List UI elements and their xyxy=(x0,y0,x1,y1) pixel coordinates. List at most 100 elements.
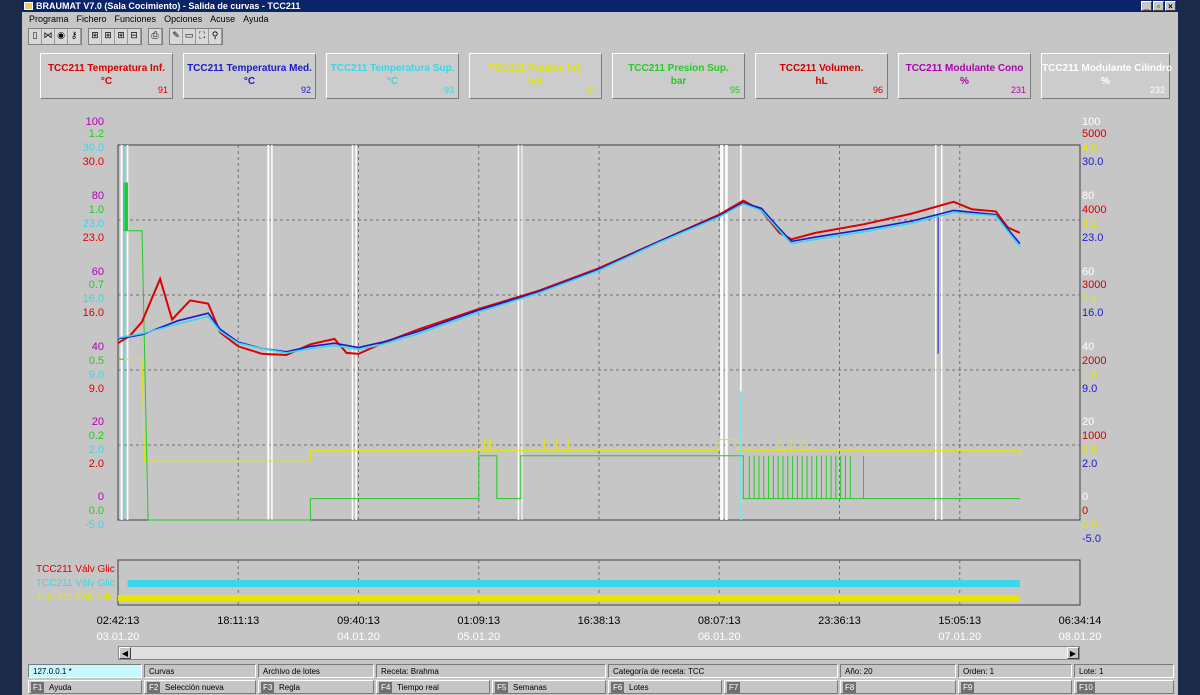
valve-bar-cyan xyxy=(127,580,1020,587)
white-artifacts xyxy=(120,145,943,520)
channel-unit: % xyxy=(960,76,969,87)
menu-acuse[interactable]: Acuse xyxy=(210,14,236,24)
right-axes: 100 80 60 40 20 0 5000 4000 3000 2000 1000 0 4.0 3.2 2… xyxy=(1082,116,1106,545)
minimize-button[interactable]: _ xyxy=(1141,1,1152,11)
channel-name: TCC211 Modulante Cilindro xyxy=(1042,63,1173,74)
scroll-left-arrow[interactable]: ◀ xyxy=(119,647,131,659)
grid-icon[interactable]: ⊞ xyxy=(115,28,128,44)
status-recipe: Receta: Brahma xyxy=(376,664,606,678)
channel-presion-inf[interactable]: TCC211 Presion Inf. bar 94 xyxy=(469,53,602,99)
channel-volumen[interactable]: TCC211 Volumen. hL 96 xyxy=(755,53,888,99)
right-axis-tick-label: 40 xyxy=(1082,341,1094,353)
channel-temperatura-inf[interactable]: TCC211 Temperatura Inf. °C 91 xyxy=(40,53,173,99)
f10-button[interactable]: F10 xyxy=(1074,680,1174,694)
record-icon[interactable]: ◉ xyxy=(55,28,68,44)
f4-key: F4 xyxy=(379,682,393,693)
channel-name: TCC211 Temperatura Sup. xyxy=(330,63,455,74)
f7-button[interactable]: F7 xyxy=(724,680,838,694)
channel-temperatura-med[interactable]: TCC211 Temperatura Med. °C 92 xyxy=(183,53,316,99)
channel-name: TCC211 Temperatura Inf. xyxy=(47,63,166,74)
f8-key: F8 xyxy=(843,682,857,693)
left-axis-tick-label: 40 xyxy=(92,341,104,353)
app-icon xyxy=(24,2,33,10)
f2-label: Selección nueva xyxy=(165,683,224,692)
document-icon[interactable]: ▯ xyxy=(29,28,42,44)
f4-button[interactable]: F4 Tiempo real xyxy=(376,680,490,694)
f9-button[interactable]: F9 xyxy=(958,680,1072,694)
valve-bar-label: TCC211 Válv Glic xyxy=(36,592,115,603)
right-axis-tick-label: 23.0 xyxy=(1082,232,1103,244)
print-icon[interactable]: ⎙ xyxy=(149,28,162,44)
left-axis-tick-label: 9.0 xyxy=(89,383,104,395)
f5-key: F5 xyxy=(495,682,509,693)
channel-number: 92 xyxy=(300,85,311,95)
channel-name: TCC211 Modulante Cono xyxy=(905,63,1024,74)
channel-number: 95 xyxy=(729,85,740,95)
valve-bar-label: TCC211 Válv Glic xyxy=(36,564,115,575)
channel-number: 93 xyxy=(443,85,454,95)
f3-label: Regla xyxy=(279,683,300,692)
channel-unit: °C xyxy=(100,76,113,87)
channel-modulante-cono[interactable]: TCC211 Modulante Cono % 231 xyxy=(898,53,1031,99)
status-category: Categoría de receta: TCC xyxy=(608,664,838,678)
menu-programa[interactable]: Programa xyxy=(29,14,69,24)
left-axis-tick-label: 0 xyxy=(98,491,104,503)
valve-bar-label: TCC211 Válv Glic xyxy=(36,578,115,589)
f1-label: Ayuda xyxy=(49,683,72,692)
status-mode: Curvas xyxy=(144,664,256,678)
status-year: Año: 20 xyxy=(840,664,956,678)
f5-button[interactable]: F5 Semanas xyxy=(492,680,606,694)
f1-key: F1 xyxy=(31,682,45,693)
grid-edit-icon[interactable]: ⊞ xyxy=(102,28,115,44)
left-axis-tick-label: 9.0 xyxy=(89,369,104,381)
horizontal-scrollbar[interactable]: ◀ ▶ xyxy=(118,646,1080,660)
channel-number: 96 xyxy=(872,85,883,95)
menu-opciones[interactable]: Opciones xyxy=(164,14,203,24)
close-button[interactable]: × xyxy=(1165,1,1176,11)
f2-button[interactable]: F2 Selección nueva xyxy=(144,680,256,694)
scroll-right-arrow[interactable]: ▶ xyxy=(1067,647,1079,659)
trend-chart[interactable]: 100 80 60 40 20 0 1.2 1.0 0.7 0.5 0.2 0.0 30.0 23.0 16… xyxy=(22,0,1178,646)
x-time-label: 02:42:13 xyxy=(97,615,140,627)
window-icon[interactable]: ▭ xyxy=(183,28,196,44)
x-date-label: 04.01.20 xyxy=(337,631,380,643)
channel-unit: °C xyxy=(386,76,399,87)
x-date-label: 05.01.20 xyxy=(457,631,500,643)
step-traces xyxy=(118,145,1021,521)
f4-label: Tiempo real xyxy=(397,683,439,692)
channel-modulante-cilindro[interactable]: TCC211 Modulante Cilindro % 232 xyxy=(1041,53,1173,99)
x-time-label: 09:40:13 xyxy=(337,615,380,627)
menu-ayuda[interactable]: Ayuda xyxy=(243,14,269,24)
left-axis-tick-label: 80 xyxy=(92,190,104,202)
maximize-button[interactable]: ▫ xyxy=(1153,1,1164,11)
channel-temperatura-sup[interactable]: TCC211 Temperatura Sup. °C 93 xyxy=(326,53,459,99)
left-axis-tick-label: 0.0 xyxy=(89,505,104,517)
channel-unit: bar xyxy=(670,76,687,87)
grid xyxy=(118,145,1080,520)
right-axis-tick-label: 1000 xyxy=(1082,430,1106,442)
f3-button[interactable]: F3 Regla xyxy=(258,680,374,694)
f2-key: F2 xyxy=(147,682,161,693)
fit-icon[interactable]: ⛶ xyxy=(196,28,209,44)
left-axes: 100 80 60 40 20 0 1.2 1.0 0.7 0.5 0.2 0.0 30.0 23.0 16… xyxy=(83,116,104,531)
channel-presion-sup[interactable]: TCC211 Presion Sup. bar 95 xyxy=(612,53,745,99)
left-axis-tick-label: 16.0 xyxy=(83,293,104,305)
grid-alt-icon[interactable]: ⊟ xyxy=(128,28,141,44)
f10-key: F10 xyxy=(1077,682,1095,693)
edit-icon[interactable]: ✎ xyxy=(170,28,183,44)
grid-add-icon[interactable]: ⊞ xyxy=(89,28,102,44)
split-icon[interactable]: ⋈ xyxy=(42,28,55,44)
f6-button[interactable]: F6 Lotes xyxy=(608,680,722,694)
key-icon[interactable]: ⚷ xyxy=(68,28,81,44)
zoom-icon[interactable]: ⚲ xyxy=(209,28,222,44)
left-axis-tick-label: 1.0 xyxy=(89,204,104,216)
f8-button[interactable]: F8 xyxy=(840,680,956,694)
menu-funciones[interactable]: Funciones xyxy=(114,14,157,24)
right-axis-tick-label: 2000 xyxy=(1082,355,1106,367)
f1-button[interactable]: F1 Ayuda xyxy=(28,680,142,694)
menu-fichero[interactable]: Fichero xyxy=(76,14,107,24)
series-2-line xyxy=(117,202,1021,353)
channel-unit: bar xyxy=(527,76,544,87)
x-time-label: 23:36:13 xyxy=(818,615,861,627)
status-order: Orden: 1 xyxy=(958,664,1072,678)
